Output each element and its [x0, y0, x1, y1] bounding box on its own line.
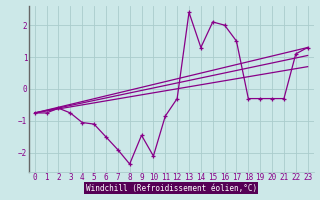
X-axis label: Windchill (Refroidissement éolien,°C): Windchill (Refroidissement éolien,°C): [86, 184, 257, 193]
